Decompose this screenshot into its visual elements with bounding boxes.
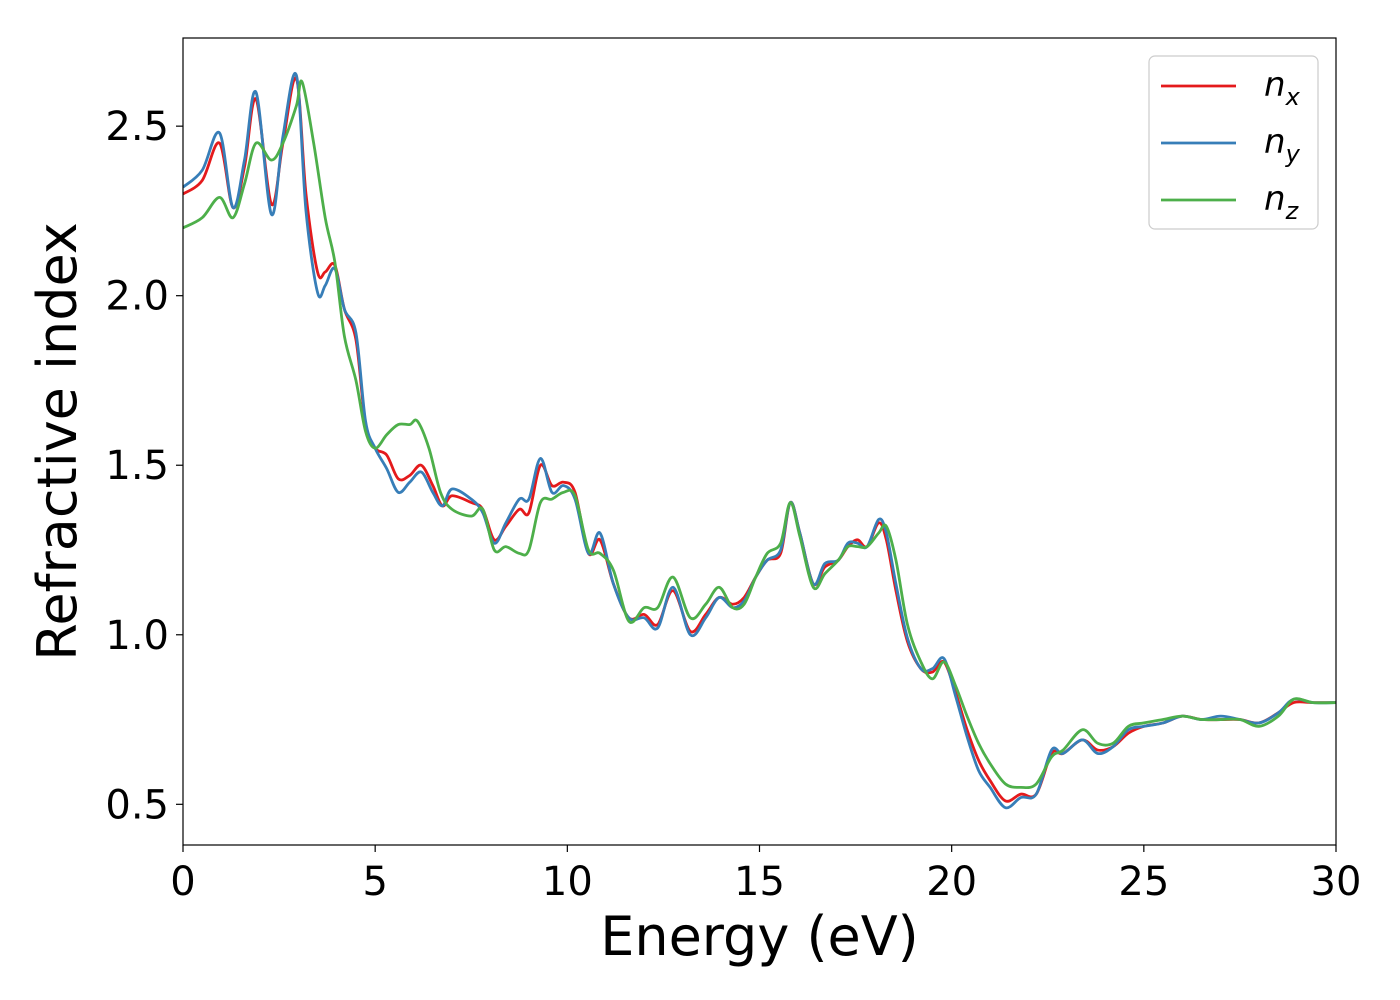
legend-label-main: n — [1264, 122, 1286, 162]
legend-label-z: nz — [1264, 179, 1300, 225]
legend-label-y: ny — [1264, 122, 1301, 168]
y-tick-label: 1.0 — [105, 613, 169, 659]
x-tick-label: 10 — [542, 859, 593, 905]
series-layer — [183, 71, 1336, 810]
x-tick-label: 30 — [1311, 859, 1362, 905]
x-tick-label: 5 — [362, 859, 387, 905]
x-tick-label: 0 — [170, 859, 195, 905]
legend-label-subscript: y — [1285, 140, 1301, 168]
series-line-y — [183, 71, 1336, 810]
x-tick-label: 15 — [734, 859, 785, 905]
x-axis: 0 5 10 15 20 25 30 — [170, 845, 1361, 905]
legend-label-x: nx — [1264, 65, 1301, 111]
legend-label-main: n — [1264, 179, 1286, 219]
legend-label-subscript: z — [1285, 197, 1300, 225]
y-axis-title: Refractive index — [26, 222, 89, 661]
x-tick-label: 20 — [926, 859, 977, 905]
x-axis-title: Energy (eV) — [600, 905, 919, 968]
x-tick-label: 25 — [1118, 859, 1169, 905]
y-tick-label: 2.0 — [105, 274, 169, 320]
series-line-z — [183, 79, 1336, 790]
y-tick-label: 2.5 — [105, 104, 169, 150]
y-tick-label: 1.5 — [105, 443, 169, 489]
y-tick-label: 0.5 — [105, 782, 169, 828]
y-axis: 0.5 1.0 1.5 2.0 2.5 — [105, 104, 183, 828]
legend-label-subscript: x — [1285, 83, 1301, 111]
legend-label-main: n — [1264, 65, 1286, 105]
